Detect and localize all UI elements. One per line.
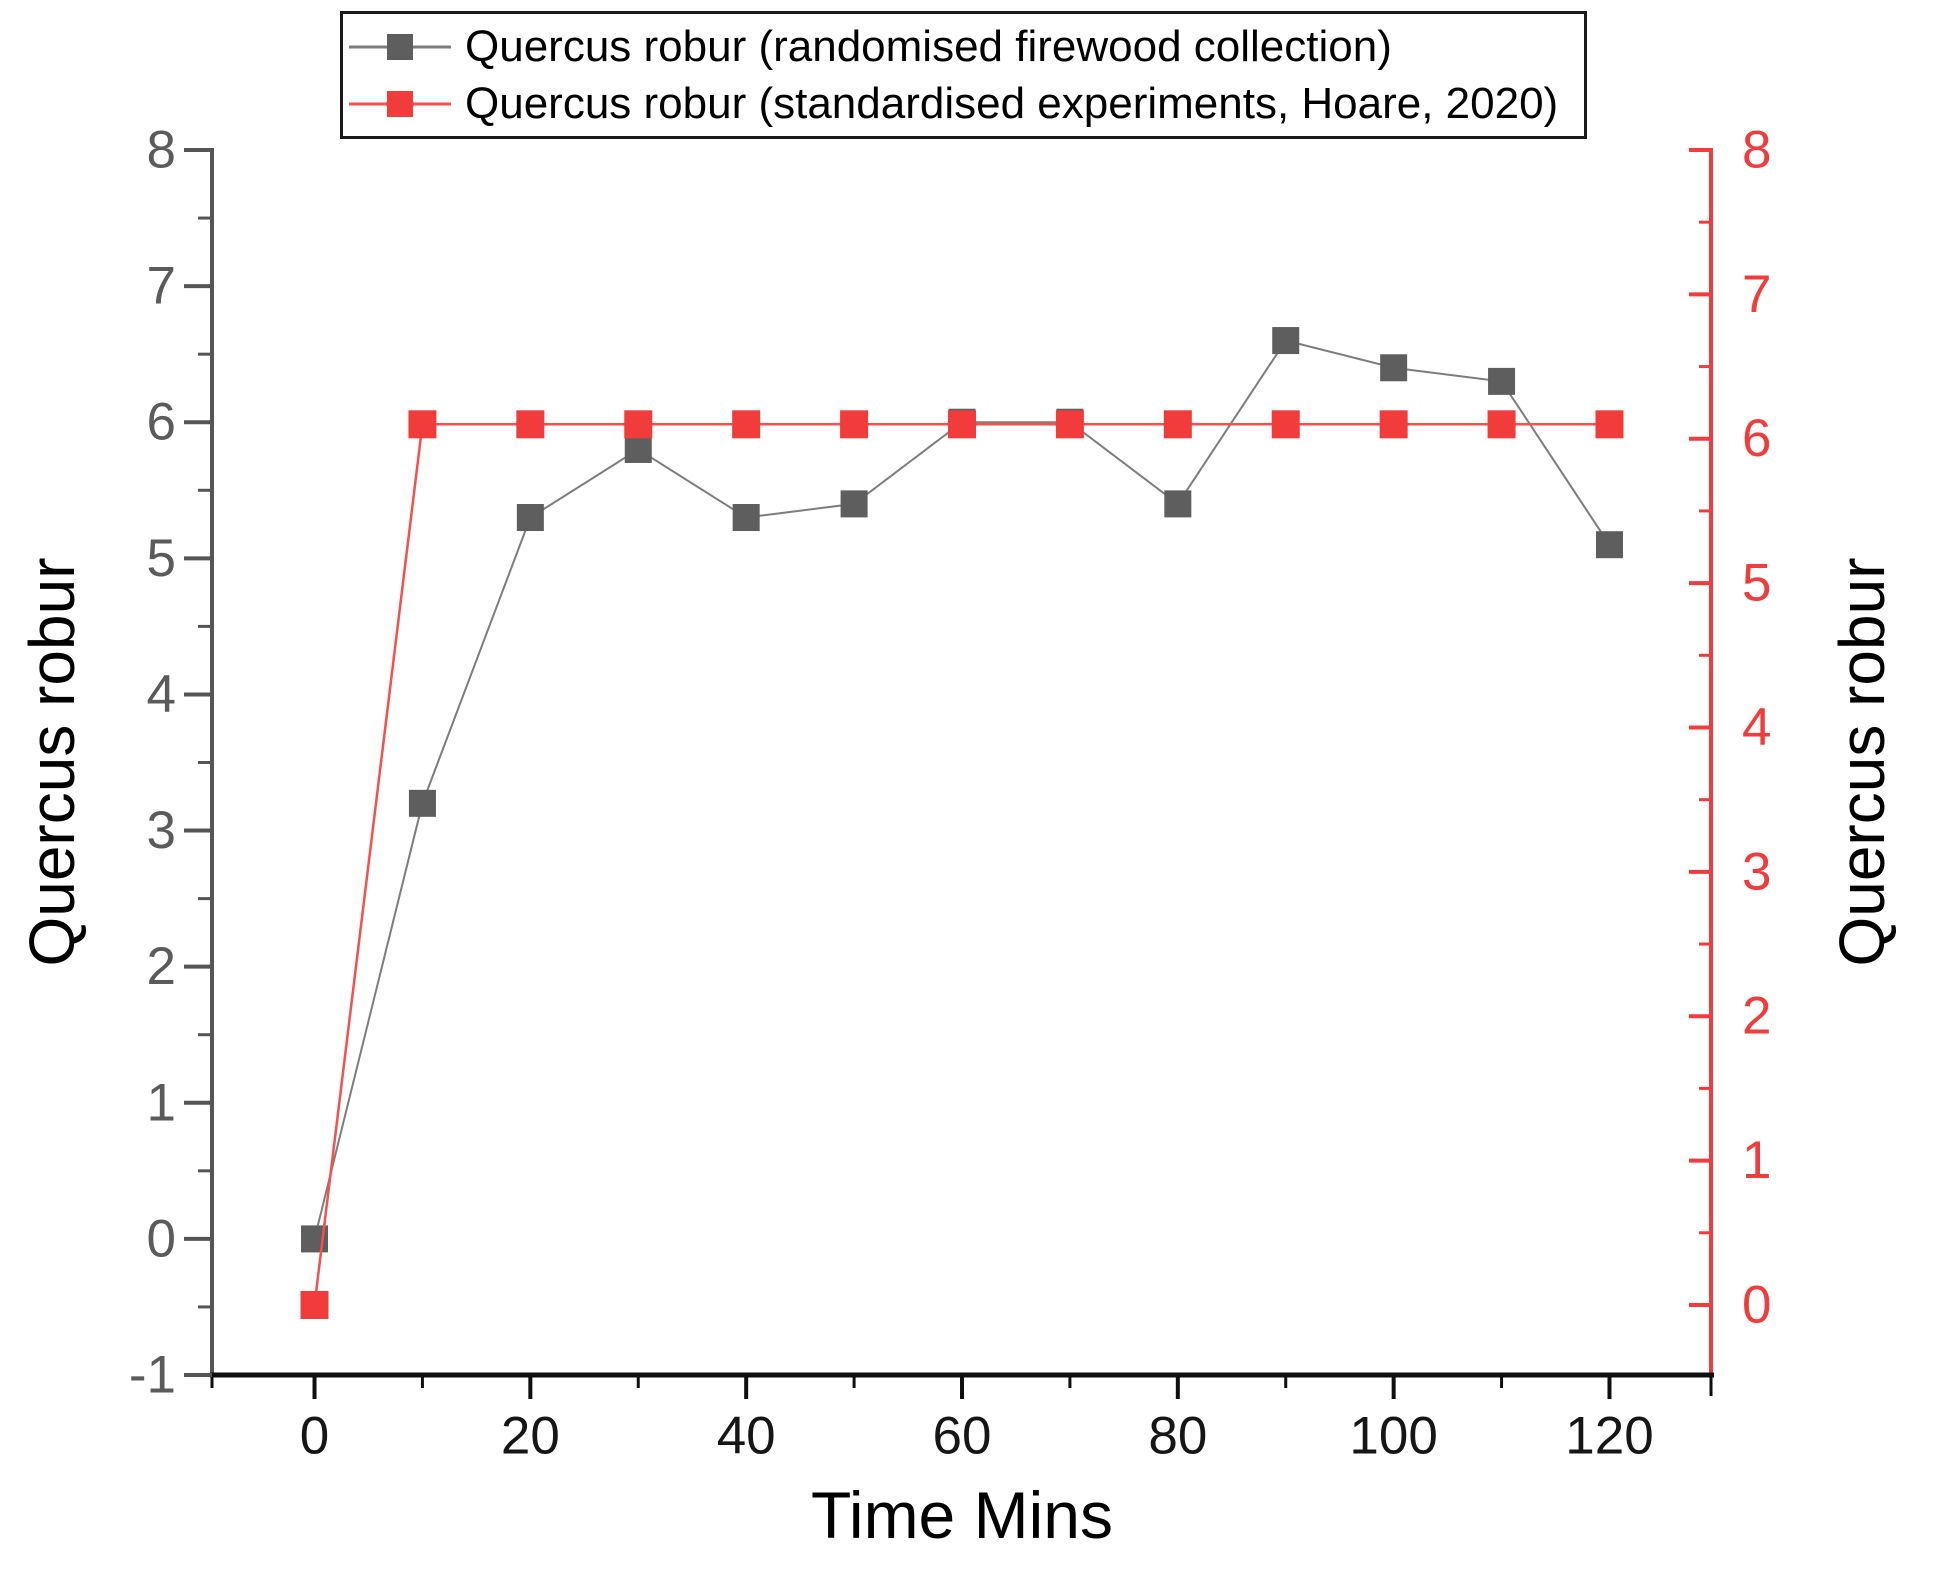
tick-label: 4 — [1742, 698, 1771, 757]
right-y-axis-title: Quercus robur — [1826, 557, 1898, 967]
tick-label: 0 — [1742, 1275, 1771, 1334]
data-point-marker — [408, 789, 436, 817]
data-point-marker — [1271, 410, 1300, 439]
tick-label: 0 — [147, 1209, 176, 1268]
tick-label: 3 — [1742, 842, 1771, 901]
tick-label: 2 — [147, 937, 176, 996]
tick-label: 6 — [1742, 409, 1771, 468]
data-point-marker — [732, 410, 761, 439]
gray-series-symbol — [349, 32, 451, 62]
data-point-marker — [1595, 531, 1623, 559]
tick-label: 8 — [147, 121, 176, 180]
tick-label: 120 — [1565, 1407, 1653, 1466]
data-point-marker — [1272, 327, 1300, 355]
square-marker-icon — [387, 33, 413, 60]
tick-label: 8 — [1742, 121, 1771, 180]
data-point-marker — [948, 410, 976, 439]
axes — [210, 148, 1714, 1378]
data-point-marker — [1595, 410, 1624, 439]
tick-label: 0 — [300, 1407, 329, 1466]
series-line — [313, 339, 1611, 1240]
data-point-marker — [1488, 367, 1516, 395]
tick-label: 3 — [147, 801, 176, 860]
data-point-marker — [624, 410, 653, 439]
legend-label: Quercus robur (randomised firewood colle… — [465, 21, 1392, 71]
data-point-marker — [300, 1290, 329, 1319]
data-point-marker — [624, 435, 652, 463]
tick-label: 80 — [1148, 1407, 1207, 1466]
tick-label: 7 — [1742, 265, 1771, 324]
tick-label: 60 — [933, 1407, 992, 1466]
square-marker-icon — [387, 90, 413, 117]
left-y-axis-ticks: -1 0 1 2 3 4 5 6 7 8 — [129, 121, 212, 1405]
data-point-marker — [1487, 410, 1516, 439]
data-point-marker — [1055, 410, 1084, 439]
tick-label: 2 — [1742, 987, 1771, 1046]
x-axis-ticks: 0 20 40 60 80 100 120 — [210, 1375, 1713, 1466]
left-y-axis-title: Quercus robur — [16, 557, 88, 967]
tick-label: 6 — [147, 393, 176, 452]
tick-label: -1 — [129, 1346, 176, 1405]
series-gray — [301, 327, 1623, 1253]
series-line — [313, 423, 1610, 1306]
tick-label: 1 — [147, 1073, 176, 1132]
data-point-marker — [1380, 354, 1408, 382]
data-point-marker — [516, 410, 545, 439]
legend: Quercus robur (randomised firewood colle… — [340, 11, 1588, 139]
legend-item-red-series: Quercus robur (standardised experiments,… — [349, 75, 1558, 132]
tick-label: 5 — [1742, 554, 1771, 613]
tick-label: 7 — [147, 257, 176, 316]
series-red — [300, 410, 1624, 1319]
legend-item-gray-series: Quercus robur (randomised firewood colle… — [349, 18, 1558, 75]
x-axis-title: Time Mins — [811, 1478, 1113, 1552]
data-point-marker — [408, 410, 437, 439]
data-point-marker — [1379, 410, 1408, 439]
tick-label: 5 — [147, 529, 176, 588]
data-point-marker — [516, 504, 544, 531]
right-y-axis-ticks: 0 1 2 3 4 5 6 7 8 — [1689, 121, 1771, 1334]
data-point-marker — [840, 490, 868, 518]
data-point-marker — [840, 410, 869, 439]
red-series-symbol — [349, 89, 451, 119]
data-point-marker — [1164, 490, 1192, 518]
legend-label: Quercus robur (standardised experiments,… — [465, 78, 1559, 128]
data-point-marker — [732, 504, 760, 531]
tick-label: 1 — [1742, 1131, 1771, 1190]
tick-label: 4 — [147, 665, 176, 724]
tick-label: 20 — [501, 1407, 560, 1466]
data-point-marker — [1163, 410, 1192, 439]
tick-label: 100 — [1349, 1407, 1437, 1466]
tick-label: 40 — [717, 1407, 776, 1466]
